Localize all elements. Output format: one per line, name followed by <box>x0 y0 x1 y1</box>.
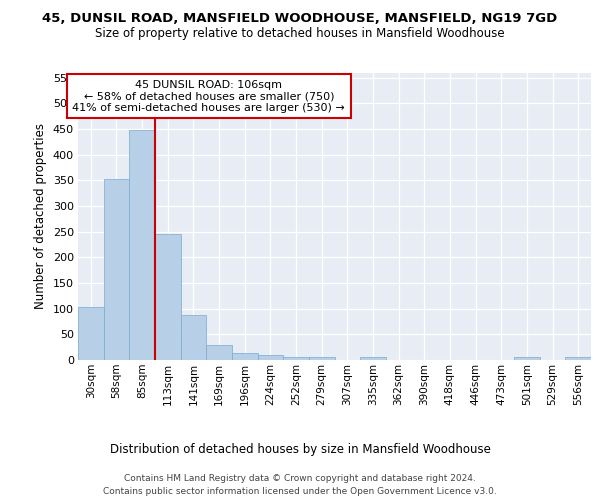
Text: Contains public sector information licensed under the Open Government Licence v3: Contains public sector information licen… <box>103 488 497 496</box>
Bar <box>130 130 155 360</box>
Text: 45 DUNSIL ROAD: 106sqm
← 58% of detached houses are smaller (750)
41% of semi-de: 45 DUNSIL ROAD: 106sqm ← 58% of detached… <box>73 80 345 113</box>
Bar <box>206 344 232 360</box>
Text: Size of property relative to detached houses in Mansfield Woodhouse: Size of property relative to detached ho… <box>95 28 505 40</box>
Bar <box>283 358 309 360</box>
Text: 45, DUNSIL ROAD, MANSFIELD WOODHOUSE, MANSFIELD, NG19 7GD: 45, DUNSIL ROAD, MANSFIELD WOODHOUSE, MA… <box>43 12 557 26</box>
Bar <box>514 358 540 360</box>
Bar <box>155 234 181 360</box>
Bar <box>360 358 386 360</box>
Bar <box>104 179 130 360</box>
Bar <box>257 356 283 360</box>
Y-axis label: Number of detached properties: Number of detached properties <box>34 123 47 309</box>
Text: Contains HM Land Registry data © Crown copyright and database right 2024.: Contains HM Land Registry data © Crown c… <box>124 474 476 483</box>
Bar <box>78 307 104 360</box>
Bar <box>232 354 257 360</box>
Bar <box>181 315 206 360</box>
Bar <box>565 358 591 360</box>
Text: Distribution of detached houses by size in Mansfield Woodhouse: Distribution of detached houses by size … <box>110 442 490 456</box>
Bar <box>309 358 335 360</box>
